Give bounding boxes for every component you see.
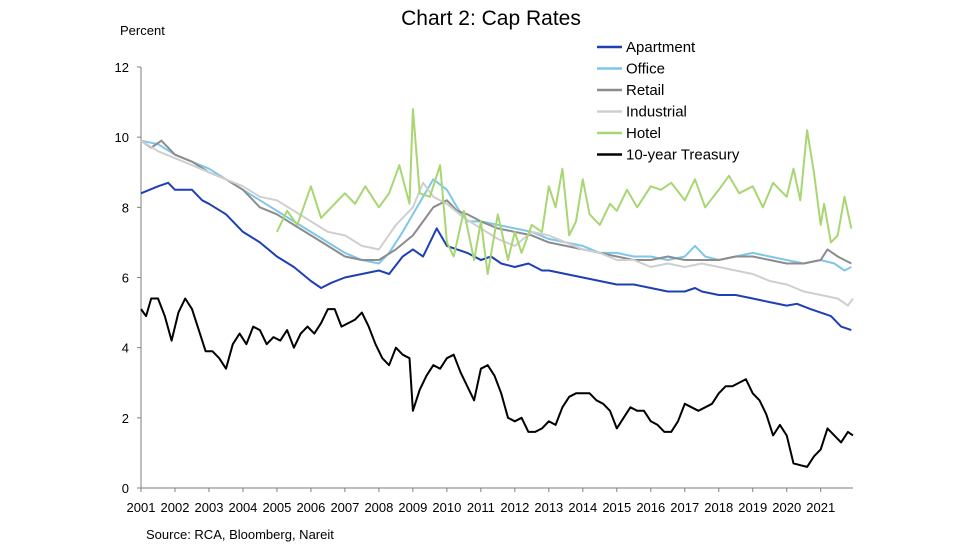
legend-label-10-year-treasury: 10-year Treasury	[626, 147, 740, 164]
y-tick-label: 4	[122, 341, 129, 356]
y-tick-label: 10	[115, 130, 129, 145]
series-line-office	[140, 139, 852, 272]
series-lines	[140, 108, 854, 468]
x-tick-label: 2017	[670, 500, 699, 515]
y-tick-label: 8	[122, 200, 129, 215]
x-tick-label: 2014	[568, 500, 597, 515]
legend: Apartment Office Retail Industrial Hotel 10-y…	[597, 39, 740, 164]
x-tick-label: 2002	[161, 500, 190, 515]
x-ticks: 2001 2002 2003 2004 2005 2006 2007 2008 2009 2010…	[127, 488, 835, 515]
series-line-apartment	[140, 181, 852, 332]
x-tick-label: 2018	[704, 500, 733, 515]
legend-label-industrial: Industrial	[626, 104, 687, 121]
y-tick-label: 2	[122, 411, 129, 426]
x-tick-label: 2001	[127, 500, 156, 515]
x-tick-label: 2015	[602, 500, 631, 515]
y-ticks: 0 2 4 6 8 10 12	[115, 60, 141, 496]
y-axis-label: Percent	[120, 23, 165, 38]
legend-label-office: Office	[626, 61, 665, 78]
series-line-10-year-treasury	[140, 297, 854, 468]
x-tick-label: 2010	[432, 500, 461, 515]
source-note: Source: RCA, Bloomberg, Nareit	[146, 527, 334, 542]
series-line-hotel	[275, 108, 853, 275]
chart-title: Chart 2: Cap Rates	[401, 7, 581, 30]
legend-label-retail: Retail	[626, 82, 664, 99]
y-tick-label: 0	[122, 481, 129, 496]
legend-label-apartment: Apartment	[626, 39, 696, 56]
x-tick-label: 2003	[195, 500, 224, 515]
x-tick-label: 2008	[364, 500, 393, 515]
x-tick-label: 2007	[330, 500, 359, 515]
x-tick-label: 2020	[772, 500, 801, 515]
x-tick-label: 2021	[806, 500, 835, 515]
x-tick-label: 2013	[534, 500, 563, 515]
x-tick-label: 2016	[636, 500, 665, 515]
x-tick-label: 2011	[467, 500, 495, 515]
x-tick-label: 2004	[228, 500, 257, 515]
legend-label-hotel: Hotel	[626, 125, 661, 142]
x-tick-label: 2009	[398, 500, 427, 515]
series-line-retail	[140, 139, 852, 265]
y-tick-label: 12	[115, 60, 129, 75]
x-tick-label: 2006	[296, 500, 325, 515]
y-tick-label: 6	[122, 271, 129, 286]
x-tick-label: 2019	[738, 500, 767, 515]
x-tick-label: 2012	[500, 500, 529, 515]
series-line-industrial	[140, 139, 854, 307]
x-tick-label: 2005	[262, 500, 291, 515]
